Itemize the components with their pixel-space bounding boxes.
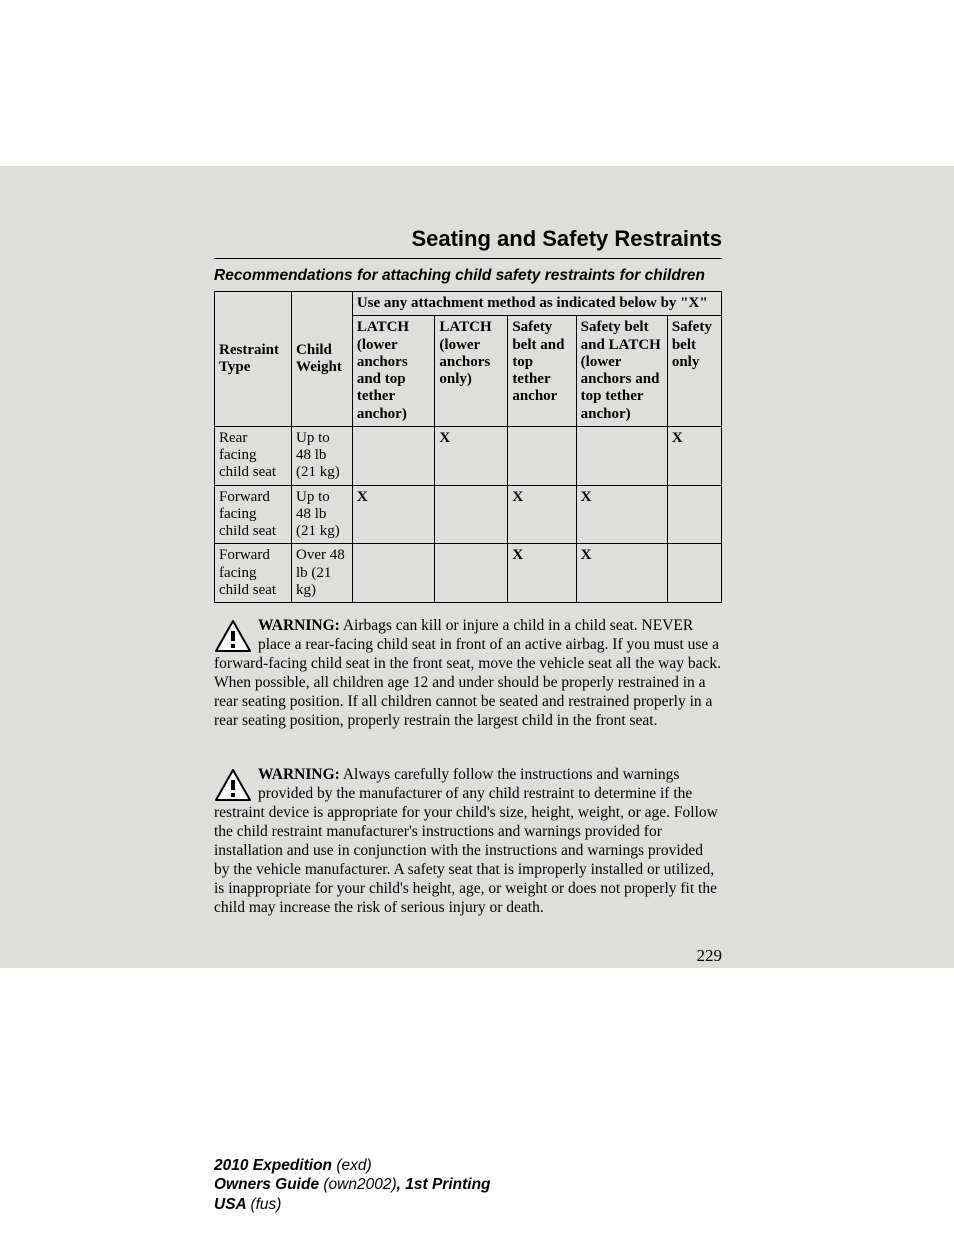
cell-restraint-type: Rear facing child seat [215,426,292,485]
cell-child-weight: Up to 48 lb (21 kg) [292,426,353,485]
col-child-weight: Child Weight [292,292,353,427]
cell-mark: X [435,426,508,485]
cell-mark [508,426,576,485]
warning-label: WARNING: [258,766,340,783]
warning-text: Always carefully follow the instructions… [214,766,718,915]
cell-mark: X [352,485,435,544]
cell-mark [435,485,508,544]
table-row: Forward facing child seat Up to 48 lb (2… [215,485,722,544]
footer-line-1: 2010 Expedition (exd) [214,1156,722,1175]
footer-model: 2010 Expedition [214,1157,336,1174]
page-number: 229 [214,946,722,966]
cell-mark [352,426,435,485]
cell-mark [435,544,508,603]
table-row: Forward facing child seat Over 48 lb (21… [215,544,722,603]
col-restraint-type: Restraint Type [215,292,292,427]
cell-child-weight: Over 48 lb (21 kg) [292,544,353,603]
cell-restraint-type: Forward facing child seat [215,485,292,544]
footer: 2010 Expedition (exd) Owners Guide (own2… [214,1156,722,1214]
footer-guide: Owners Guide [214,1176,323,1193]
footer-line-2: Owners Guide (own2002), 1st Printing [214,1175,722,1194]
table-header-row-1: Restraint Type Child Weight Use any atta… [215,292,722,316]
footer-printing: , 1st Printing [397,1176,491,1193]
col-super-header: Use any attachment method as indicated b… [352,292,721,316]
col-latch-lower: LATCH (lower anchors only) [435,316,508,427]
warning-block-2: WARNING: Always carefully follow the ins… [214,766,722,917]
warning-label: WARNING: [258,617,340,634]
footer-guide-code: (own2002) [323,1176,396,1193]
col-belt-latch-tether: Safety belt and LATCH (lower anchors and… [576,316,667,427]
col-belt-only: Safety belt only [667,316,721,427]
cell-restraint-type: Forward facing child seat [215,544,292,603]
restraint-table: Restraint Type Child Weight Use any atta… [214,291,722,603]
warning-block-1: WARNING: Airbags can kill or injure a ch… [214,617,722,730]
cell-mark: X [576,485,667,544]
warning-icon [214,619,252,653]
cell-child-weight: Up to 48 lb (21 kg) [292,485,353,544]
footer-line-3: USA (fus) [214,1195,722,1214]
footer-region-code: (fus) [250,1196,281,1213]
footer-model-code: (exd) [336,1157,371,1174]
cell-mark [576,426,667,485]
warning-icon [214,768,252,802]
cell-mark: X [508,544,576,603]
cell-mark [667,485,721,544]
table-row: Rear facing child seat Up to 48 lb (21 k… [215,426,722,485]
section-title: Seating and Safety Restraints [214,166,722,258]
col-latch-full: LATCH (lower anchors and top tether anch… [352,316,435,427]
cell-mark: X [508,485,576,544]
cell-mark: X [576,544,667,603]
cell-mark [352,544,435,603]
horizontal-rule [214,258,722,259]
cell-mark [667,544,721,603]
table-body: Rear facing child seat Up to 48 lb (21 k… [215,426,722,602]
subheading: Recommendations for attaching child safe… [214,267,722,285]
col-belt-tether: Safety belt and top tether anchor [508,316,576,427]
content-area: Seating and Safety Restraints Recommenda… [214,166,722,966]
cell-mark: X [667,426,721,485]
footer-region: USA [214,1196,250,1213]
